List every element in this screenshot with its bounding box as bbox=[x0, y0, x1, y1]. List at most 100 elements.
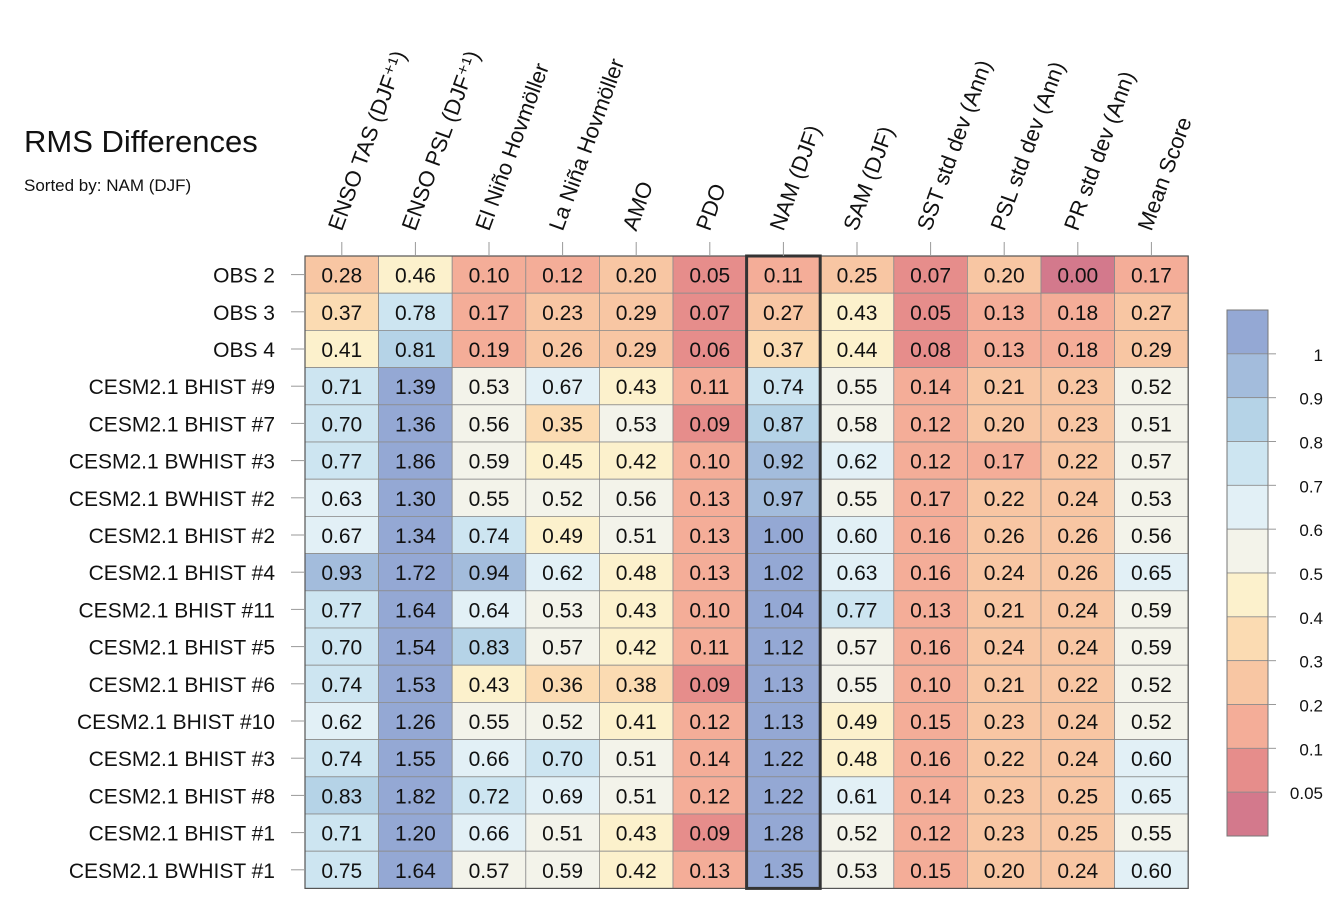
cell-value-label: 0.60 bbox=[1131, 748, 1172, 771]
cell-value-label: 1.00 bbox=[763, 525, 804, 548]
heatmap-cell bbox=[967, 292, 1042, 331]
heatmap-cell bbox=[1040, 702, 1115, 741]
cell-value-label: 0.51 bbox=[616, 525, 657, 548]
chart-subtitle: Sorted by: NAM (DJF) bbox=[24, 176, 192, 195]
cell-value-label: 0.59 bbox=[542, 860, 583, 883]
cell-value-label: 0.37 bbox=[763, 339, 804, 362]
heatmap-cell bbox=[893, 739, 968, 778]
cell-value-label: 0.23 bbox=[984, 711, 1025, 734]
cell-value-label: 1.53 bbox=[395, 674, 436, 697]
cell-value-label: 0.43 bbox=[616, 599, 657, 622]
cell-value-label: 0.07 bbox=[689, 302, 730, 325]
heatmap-cell bbox=[304, 664, 379, 703]
cell-value-label: 0.20 bbox=[984, 413, 1025, 436]
heatmap-cell bbox=[893, 255, 968, 294]
cell-value-label: 0.83 bbox=[321, 785, 362, 808]
heatmap-cell bbox=[1040, 367, 1115, 406]
colorbar-tick-label: 0.7 bbox=[1299, 477, 1323, 496]
heatmap-cell bbox=[1114, 553, 1189, 592]
cell-value-label: 0.75 bbox=[321, 860, 362, 883]
cell-value-label: 0.24 bbox=[1057, 748, 1098, 771]
cell-value-label: 0.19 bbox=[469, 339, 510, 362]
cell-value-label: 0.16 bbox=[910, 748, 951, 771]
heatmap-cell bbox=[893, 813, 968, 852]
column-label: AMO bbox=[617, 178, 658, 234]
cell-value-label: 0.00 bbox=[1057, 265, 1098, 288]
colorbar-tick-label: 0.05 bbox=[1290, 784, 1323, 803]
cell-value-label: 0.28 bbox=[321, 265, 362, 288]
row-label: CESM2.1 BHIST #6 bbox=[89, 674, 275, 697]
cell-value-label: 1.34 bbox=[395, 525, 436, 548]
cell-value-label: 0.21 bbox=[984, 674, 1025, 697]
heatmap-cell bbox=[599, 813, 674, 852]
heatmap-cell bbox=[1114, 813, 1189, 852]
cell-value-label: 0.15 bbox=[910, 711, 951, 734]
colorbar-tick-label: 1 bbox=[1314, 346, 1323, 365]
heatmap-cell bbox=[599, 441, 674, 480]
cell-value-label: 0.71 bbox=[321, 376, 362, 399]
cell-value-label: 0.42 bbox=[616, 637, 657, 660]
heatmap-cell bbox=[451, 329, 527, 368]
cell-value-label: 0.24 bbox=[1057, 711, 1098, 734]
column-label: PDO bbox=[691, 180, 731, 233]
cell-value-label: 0.58 bbox=[837, 413, 878, 436]
cell-value-label: 0.57 bbox=[1131, 451, 1172, 474]
heatmap-cell bbox=[304, 478, 379, 517]
heatmap-cell bbox=[378, 329, 453, 368]
heatmap-cell bbox=[304, 367, 379, 406]
cell-value-label: 0.10 bbox=[469, 265, 510, 288]
cell-value-label: 1.35 bbox=[763, 860, 804, 883]
heatmap-cell bbox=[893, 776, 968, 815]
cell-value-label: 1.36 bbox=[395, 413, 436, 436]
row-label: CESM2.1 BHIST #8 bbox=[89, 785, 275, 808]
cell-value-label: 0.48 bbox=[837, 748, 878, 771]
cell-value-label: 0.55 bbox=[837, 488, 878, 511]
heatmap-cell bbox=[599, 590, 674, 629]
heatmap-cell bbox=[378, 292, 453, 331]
cell-value-label: 0.62 bbox=[837, 451, 878, 474]
cell-value-label: 0.09 bbox=[689, 413, 730, 436]
heatmap-cell bbox=[599, 292, 674, 331]
heatmap-cell bbox=[967, 367, 1042, 406]
cell-value-label: 0.77 bbox=[321, 599, 362, 622]
heatmap-cell bbox=[451, 739, 527, 778]
colorbar-segment bbox=[1226, 528, 1269, 574]
heatmap-cell bbox=[893, 329, 968, 368]
heatmap-cell bbox=[967, 702, 1042, 741]
heatmap-cell bbox=[451, 627, 527, 666]
cell-value-label: 0.26 bbox=[1057, 525, 1098, 548]
cell-value-label: 0.27 bbox=[1131, 302, 1172, 325]
heatmap-cell bbox=[819, 292, 895, 331]
cell-value-label: 1.26 bbox=[395, 711, 436, 734]
heatmap-cell bbox=[451, 553, 527, 592]
colorbar-segment bbox=[1226, 791, 1269, 837]
cell-value-label: 0.66 bbox=[469, 748, 510, 771]
heatmap-cell bbox=[746, 292, 821, 331]
heatmap-cell bbox=[1040, 627, 1115, 666]
cell-value-label: 0.25 bbox=[837, 265, 878, 288]
cell-value-label: 0.42 bbox=[616, 860, 657, 883]
cell-value-label: 0.57 bbox=[542, 637, 583, 660]
heatmap-cell bbox=[599, 739, 674, 778]
cell-value-label: 0.13 bbox=[984, 302, 1025, 325]
heatmap-cell bbox=[525, 329, 600, 368]
heatmap-cell bbox=[819, 441, 895, 480]
cell-value-label: 0.07 bbox=[910, 265, 951, 288]
cell-value-label: 0.26 bbox=[542, 339, 583, 362]
cell-value-label: 1.20 bbox=[395, 823, 436, 846]
cell-value-label: 0.23 bbox=[542, 302, 583, 325]
heatmap-cell bbox=[451, 776, 527, 815]
heatmap-cell bbox=[1040, 255, 1115, 294]
heatmap-cell bbox=[599, 702, 674, 741]
cell-value-label: 0.52 bbox=[1131, 376, 1172, 399]
cell-value-label: 0.18 bbox=[1057, 302, 1098, 325]
heatmap-cell bbox=[893, 627, 968, 666]
heatmap-cell bbox=[1114, 776, 1189, 815]
heatmap-cell bbox=[967, 329, 1042, 368]
cell-value-label: 1.82 bbox=[395, 785, 436, 808]
heatmap-cell bbox=[967, 590, 1042, 629]
cell-value-label: 0.77 bbox=[321, 451, 362, 474]
cell-value-label: 1.54 bbox=[395, 637, 436, 660]
heatmap-cell bbox=[451, 292, 527, 331]
